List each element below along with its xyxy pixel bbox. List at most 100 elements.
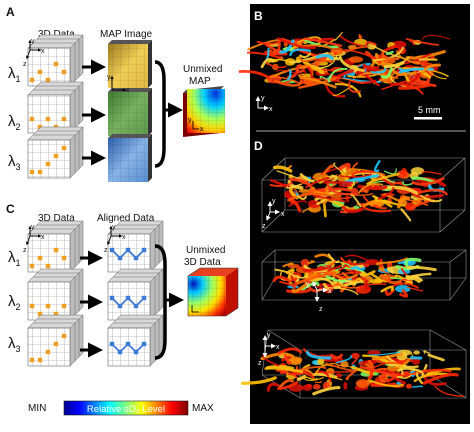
stack-layer [27, 322, 76, 367]
vessel-segment [370, 273, 383, 282]
data-cube-stack [27, 34, 84, 87]
vessel-segment [385, 355, 419, 369]
data-cube-stack [27, 81, 84, 134]
panel-label-b: B [254, 9, 263, 23]
panel-d-axes-icon-2: x y z [306, 281, 332, 313]
panel-a-col1-title: 3D Data [38, 29, 75, 40]
svg-text:λ2: λ2 [8, 293, 21, 312]
vessel-segment [398, 67, 434, 74]
vessel-blob [351, 352, 360, 359]
vessel-segment [370, 380, 404, 388]
svg-text:x: x [281, 211, 285, 218]
vessel-segment [421, 34, 451, 40]
vessel-segment [302, 192, 333, 197]
svg-text:x: x [200, 126, 204, 133]
vessel-segment [323, 203, 327, 218]
rendering-3 [240, 329, 467, 399]
panel-c-axes-icon-2: x y z [104, 224, 126, 254]
vessel-segment [328, 375, 343, 381]
box-edge [261, 157, 286, 181]
map-image [108, 40, 152, 88]
vessel-segment [434, 385, 465, 397]
vessel-blob [330, 46, 344, 56]
panel-a-result-title-1: Unmixed [183, 64, 222, 75]
vessel-segment [405, 274, 421, 284]
data-point [133, 303, 139, 309]
data-point [53, 341, 59, 347]
vessel-segment [410, 356, 423, 360]
rendering-2 [261, 249, 467, 301]
vessel-segment [296, 273, 327, 285]
svg-text:y: y [188, 117, 192, 124]
vessel-segment [405, 38, 440, 46]
data-cube-stack [27, 220, 84, 273]
vessel-segment [315, 53, 334, 61]
vessel-segment [291, 199, 302, 213]
svg-text:λ2: λ2 [8, 113, 21, 132]
vessel-segment [415, 372, 423, 385]
vessel-segment [266, 58, 293, 65]
vessel-segment [277, 381, 299, 390]
panel-a-axes-icon: x y z [23, 38, 45, 68]
data-point [37, 169, 43, 175]
vessel-segment [397, 367, 424, 374]
panel-a-col2-title: MAP Image [100, 29, 152, 40]
panel-a-unmixed-map: x y [183, 86, 225, 137]
panel-c-lambda-2: λ2 [8, 293, 21, 312]
vessel-segment [345, 254, 372, 263]
vessel-segment [266, 382, 280, 392]
vessel-blob [413, 350, 420, 355]
data-point [61, 116, 67, 122]
svg-text:y: y [306, 281, 310, 288]
vessel-segment [417, 188, 448, 196]
aligned-cube-stack [107, 268, 164, 321]
vessel-blob [307, 199, 321, 209]
data-point [45, 77, 51, 83]
vessel-segment [362, 63, 380, 72]
vessel-segment [379, 258, 384, 268]
rendering-1 [261, 157, 466, 233]
vessel-segment [384, 288, 395, 296]
svg-text:z: z [319, 306, 323, 313]
vessel-segment [332, 279, 357, 286]
vessel-segment [307, 66, 314, 81]
vessel-segment [334, 83, 362, 98]
vessel-segment [383, 168, 397, 175]
vessel-segment [399, 289, 409, 298]
vessel-blob [401, 168, 407, 176]
panel-a-arrows [82, 59, 183, 168]
vessel-segment [339, 173, 372, 178]
data-point [133, 349, 139, 355]
svg-text:z: z [258, 360, 262, 367]
vessel-segment [386, 371, 410, 383]
stack-layer [107, 276, 156, 321]
vessel-blob [405, 202, 416, 211]
vessel-segment [297, 264, 311, 274]
vessel-blob [312, 384, 321, 390]
vessel-segment [326, 182, 356, 196]
map-image [108, 134, 152, 182]
vessel-segment [272, 41, 281, 56]
vessel-segment [324, 260, 336, 266]
data-point [125, 341, 131, 347]
vessel-segment [312, 195, 346, 203]
vessel-segment [350, 65, 359, 73]
vessel-segment [286, 183, 302, 189]
vessel-segment [279, 280, 296, 290]
svg-text:y: y [112, 224, 116, 231]
vessel-segment [276, 37, 317, 50]
vessel-segment [277, 347, 303, 355]
colorbar-min-label: MIN [28, 403, 46, 414]
vessel-segment [302, 207, 312, 213]
vessel-segment [421, 171, 442, 175]
vessel-segment [390, 373, 415, 377]
stack-layer [107, 322, 156, 367]
panel-c-data-cubes [27, 220, 84, 367]
data-point [61, 255, 67, 261]
vessel-blob [405, 383, 412, 389]
vessel-segment [380, 273, 402, 285]
svg-text:x: x [41, 234, 45, 241]
vessel-blob [317, 357, 325, 366]
stack-layer [27, 276, 76, 321]
